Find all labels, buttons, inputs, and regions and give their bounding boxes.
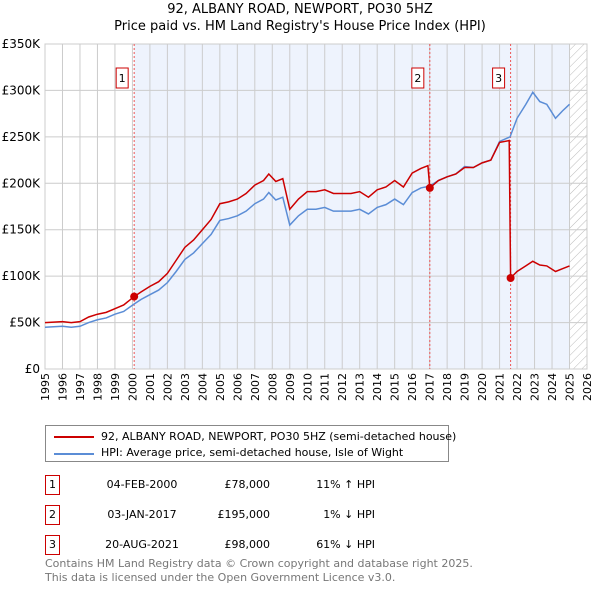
legend-swatch-hpi [54,453,94,455]
legend: 92, ALBANY ROAD, NEWPORT, PO30 5HZ (semi… [45,425,456,462]
series-line-property [44,139,570,324]
x-tick-label: 2016 [406,373,419,401]
x-tick-label: 2023 [529,373,542,401]
transaction-hpi-diff: 1% ↓ HPI [323,508,375,521]
transaction-price: £98,000 [224,538,271,551]
y-tick-label: £350K [2,37,42,51]
x-tick-label: 2007 [249,373,262,401]
x-tick-label: 2009 [284,373,297,401]
y-tick-label: £250K [2,130,42,144]
x-tick-label: 2015 [389,373,402,401]
x-tick-label: 2017 [424,373,437,401]
chart-subtitle: Price paid vs. HM Land Registry's House … [114,19,486,34]
x-tick-label: 2014 [371,373,384,401]
x-tick-label: 2004 [196,373,209,401]
y-tick-label: £100K [2,269,42,283]
transaction-price: £195,000 [217,508,271,521]
sale-label: 2 [414,72,421,85]
transaction-row: 3 20-AUG-2021 £98,000 61% ↓ HPI [45,535,445,555]
transaction-date: 20-AUG-2021 [105,538,179,551]
x-tick-label: 2001 [144,373,157,401]
transaction-row: 1 04-FEB-2000 £78,000 11% ↑ HPI [45,475,445,495]
x-tick-label: 1998 [91,373,104,401]
x-tick-label: 2005 [214,373,227,401]
legend-swatch-property [54,436,94,438]
x-tick-label: 2013 [354,373,367,401]
y-tick-label: £300K [2,83,42,97]
transaction-hpi-diff: 11% ↑ HPI [316,478,375,491]
x-tick-label: 2024 [546,373,559,401]
transaction-marker: 3 [45,535,60,555]
sale-label-box [411,67,425,89]
x-tick-label: 1999 [109,373,122,401]
sale-label: 3 [495,72,502,85]
x-tick-label: 2002 [161,373,174,401]
y-tick-label: £50K [9,316,41,330]
x-tick-label: 2010 [301,373,314,401]
transaction-row: 2 03-JAN-2017 £195,000 1% ↓ HPI [45,505,445,525]
x-tick-label: 1997 [74,373,87,401]
x-tick-label: 2008 [266,373,279,401]
x-tick-label: 2011 [319,373,332,401]
x-tick-label: 1996 [56,373,69,401]
x-tick-label: 2020 [476,373,489,401]
x-tick-label: 2006 [231,373,244,401]
legend-label-hpi: HPI: Average price, semi-detached house,… [101,446,404,459]
sale-point [425,183,434,192]
sale-point [130,292,139,301]
footer-line-1: Contains HM Land Registry data © Crown c… [45,557,473,570]
sale-label-box [492,67,506,89]
x-tick-label: 2003 [179,373,192,401]
x-tick-label: 2012 [336,373,349,401]
x-tick-label: 2018 [441,373,454,401]
x-tick-label: 2026 [581,373,594,401]
x-tick-label: 1995 [39,373,52,401]
sale-label: 1 [119,72,126,85]
transaction-date: 04-FEB-2000 [106,478,178,491]
transaction-hpi-diff: 61% ↓ HPI [316,538,375,551]
shaded-region [134,44,570,369]
x-tick-label: 2019 [459,373,472,401]
y-tick-label: £200K [2,176,42,190]
x-tick-label: 2021 [494,373,507,401]
sale-label-box [115,67,129,89]
legend-label-property: 92, ALBANY ROAD, NEWPORT, PO30 5HZ (semi… [101,430,457,443]
y-tick-label: £150K [2,223,42,237]
chart-title: 92, ALBANY ROAD, NEWPORT, PO30 5HZ [167,2,433,17]
x-tick-label: 2025 [564,373,577,401]
x-tick-label: 2022 [511,373,524,401]
transaction-date: 03-JAN-2017 [107,508,177,521]
y-tick-label: £0 [25,362,40,376]
footer-line-2: This data is licensed under the Open Gov… [45,571,396,584]
transaction-marker: 1 [45,475,60,495]
price-chart: £0 £50K £100K £150K £200K £250K £300K £350K 1995… [2,37,594,401]
transaction-price: £78,000 [224,478,271,491]
transaction-marker: 2 [45,505,60,525]
plot-border [44,43,588,370]
forecast-hatch [569,44,587,369]
x-tick-label: 2000 [126,373,139,401]
sale-point [506,274,515,282]
